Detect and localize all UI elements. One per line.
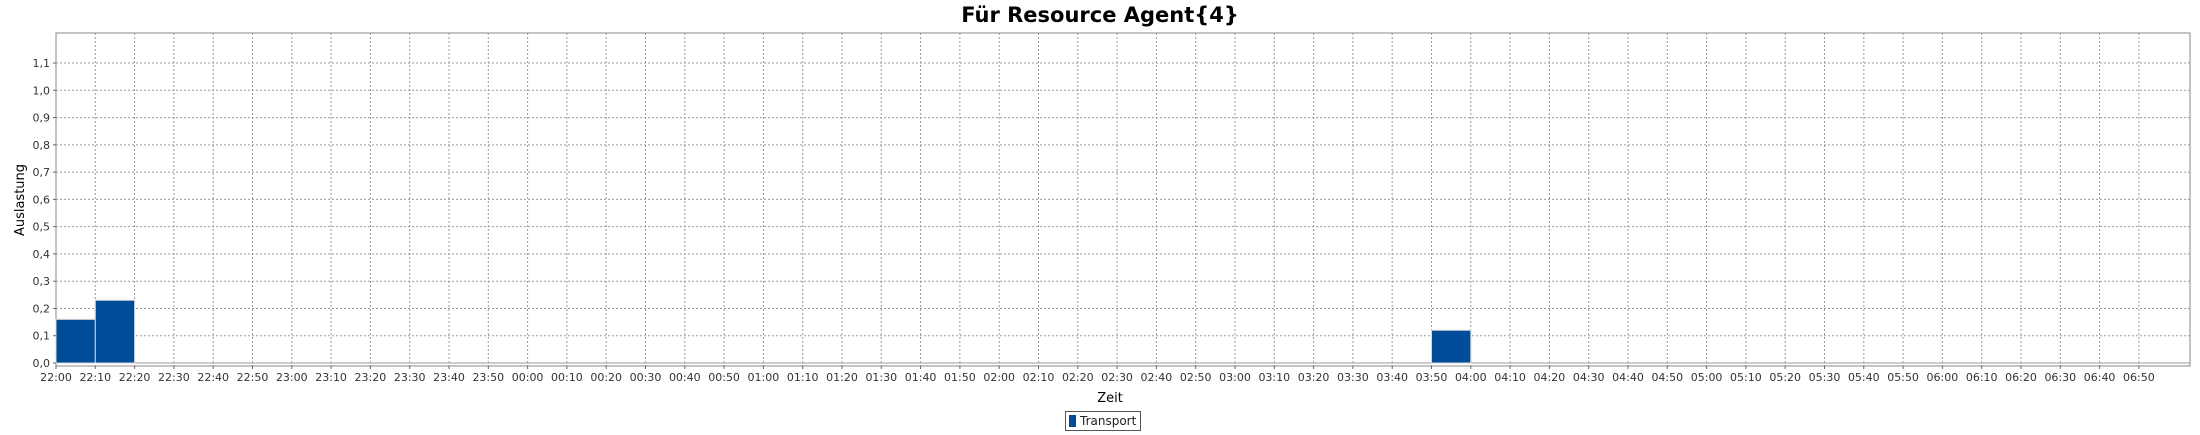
x-tick-label: 02:50 [1180, 371, 1212, 384]
chart-title: Für Resource Agent{4} [961, 3, 1239, 27]
x-tick-label: 03:50 [1416, 371, 1448, 384]
x-tick-label: 02:20 [1062, 371, 1094, 384]
x-tick-label: 01:50 [944, 371, 976, 384]
x-tick-label: 05:20 [1769, 371, 1801, 384]
y-tick-label: 0,3 [33, 275, 51, 288]
x-tick-label: 04:10 [1494, 371, 1526, 384]
y-axis-label: Auslastung [13, 164, 28, 236]
y-tick-label: 1,0 [33, 84, 51, 97]
bar-transport-0350 [1431, 329, 1472, 364]
x-axis-ticks: 22:00 22:10 22:20 22:30 22:40 22:50 23:00 23:10… [40, 366, 2155, 384]
x-tick-label: 02:40 [1141, 371, 1173, 384]
y-tick-label: 0,8 [33, 139, 51, 152]
x-tick-label: 03:20 [1298, 371, 1330, 384]
x-tick-label: 23:50 [472, 371, 504, 384]
x-tick-label: 04:30 [1573, 371, 1605, 384]
x-tick-label: 22:30 [158, 371, 190, 384]
y-tick-label: 0,0 [33, 357, 51, 370]
x-tick-label: 00:00 [512, 371, 544, 384]
x-tick-label: 04:20 [1534, 371, 1566, 384]
bars [55, 299, 1472, 364]
x-tick-label: 01:20 [826, 371, 858, 384]
x-tick-label: 05:40 [1848, 371, 1880, 384]
x-tick-label: 06:50 [2123, 371, 2155, 384]
x-tick-label: 02:30 [1101, 371, 1133, 384]
x-tick-label: 06:00 [1927, 371, 1959, 384]
x-tick-label: 22:50 [237, 371, 269, 384]
y-tick-label: 0,1 [33, 330, 51, 343]
x-tick-label: 05:30 [1809, 371, 1841, 384]
x-tick-label: 03:40 [1376, 371, 1408, 384]
x-tick-label: 01:40 [905, 371, 937, 384]
y-tick-label: 0,9 [33, 112, 51, 125]
x-tick-label: 05:10 [1730, 371, 1762, 384]
x-tick-label: 04:00 [1455, 371, 1487, 384]
x-tick-label: 06:30 [2044, 371, 2076, 384]
x-tick-label: 06:40 [2084, 371, 2116, 384]
y-tick-label: 0,7 [33, 166, 51, 179]
bar-transport-2200 [55, 318, 96, 364]
y-tick-label: 0,5 [33, 221, 51, 234]
x-tick-label: 00:20 [590, 371, 622, 384]
x-tick-label: 00:50 [708, 371, 740, 384]
gridlines [56, 33, 2190, 366]
x-tick-label: 23:20 [355, 371, 387, 384]
plot-area [55, 32, 2191, 367]
x-tick-label: 02:10 [1023, 371, 1055, 384]
x-tick-label: 23:10 [315, 371, 347, 384]
x-tick-label: 04:50 [1651, 371, 1683, 384]
x-tick-label: 06:20 [2005, 371, 2037, 384]
x-tick-label: 04:40 [1612, 371, 1644, 384]
y-axis-ticks: 0,0 0,1 0,2 0,3 0,4 0,5 0,6 0,7 0,8 0,9 1,0 1,1 [33, 57, 56, 370]
x-tick-label: 02:00 [983, 371, 1015, 384]
x-tick-label: 06:10 [1966, 371, 1998, 384]
y-tick-label: 0,4 [33, 248, 51, 261]
bar-transport-2210 [94, 299, 136, 364]
x-tick-label: 23:30 [394, 371, 426, 384]
legend-swatch-transport [1069, 415, 1076, 427]
legend: Transport [1065, 411, 1142, 431]
legend-label-transport: Transport [1080, 414, 1137, 428]
x-tick-label: 22:40 [197, 371, 229, 384]
x-tick-label: 05:00 [1691, 371, 1723, 384]
x-tick-label: 03:10 [1258, 371, 1290, 384]
x-tick-label: 22:20 [119, 371, 151, 384]
x-tick-label: 00:30 [630, 371, 662, 384]
x-tick-label: 01:30 [865, 371, 897, 384]
x-tick-label: 01:10 [787, 371, 819, 384]
x-axis-label: Zeit [1097, 391, 1123, 406]
x-tick-label: 22:00 [40, 371, 72, 384]
x-tick-label: 23:00 [276, 371, 308, 384]
x-tick-label: 00:40 [669, 371, 701, 384]
y-tick-label: 0,6 [33, 193, 51, 206]
x-tick-label: 22:10 [79, 371, 111, 384]
y-tick-label: 1,1 [33, 57, 51, 70]
x-tick-label: 00:10 [551, 371, 583, 384]
x-tick-label: 01:00 [748, 371, 780, 384]
x-tick-label: 05:50 [1887, 371, 1919, 384]
x-tick-label: 03:00 [1219, 371, 1251, 384]
x-tick-label: 03:30 [1337, 371, 1369, 384]
x-tick-label: 23:40 [433, 371, 465, 384]
y-tick-label: 0,2 [33, 302, 51, 315]
